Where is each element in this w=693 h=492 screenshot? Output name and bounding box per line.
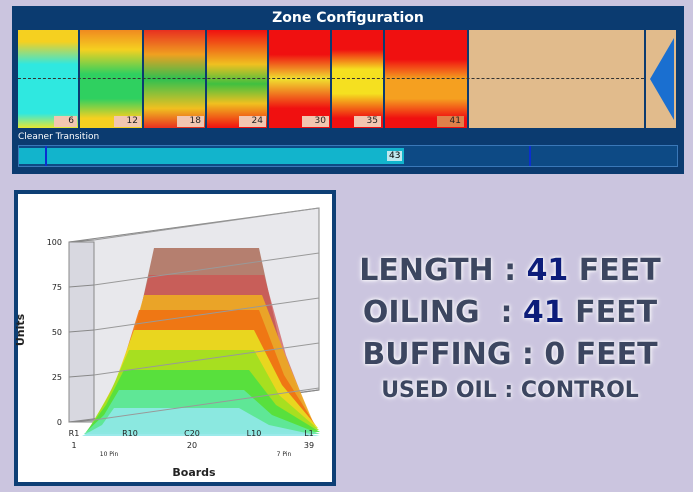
chart: Units R1 R10 C20 L10 L1 1 20 39 10 Pin 7… (14, 194, 332, 482)
zone-label: 30 (302, 116, 329, 127)
x-tick-label: L1 (304, 429, 314, 438)
zone[interactable] (385, 30, 469, 128)
stat-label: BUFFING : (362, 337, 534, 372)
stat-unit: FEET (578, 253, 661, 288)
y-tick-label: 25 (52, 373, 62, 382)
grid-line (93, 207, 320, 241)
stat-unit: FEET (575, 295, 658, 330)
zone[interactable] (269, 30, 332, 128)
zone[interactable] (80, 30, 144, 128)
center-line (18, 78, 644, 79)
cleaner-fill (19, 148, 404, 164)
y-tick-label: 100 (47, 238, 62, 247)
y-tick-label: 75 (52, 283, 62, 292)
marker (45, 146, 47, 166)
stat-value: 0 (544, 337, 566, 372)
x-number: 1 (71, 441, 76, 450)
zone-label: 24 (239, 116, 266, 127)
zone[interactable] (207, 30, 269, 128)
grid-line (68, 329, 95, 333)
cleaner-label: Cleaner Transition (18, 132, 100, 142)
grid-line (68, 284, 95, 288)
stat-row: OILING : 41 FEET (350, 292, 670, 334)
cleaner-bar[interactable]: 43 (18, 145, 678, 167)
stat-value: 41 (522, 295, 565, 330)
grid-line (93, 252, 320, 286)
stat-label: LENGTH : (359, 253, 517, 288)
marker (529, 146, 531, 166)
zone-label: 12 (114, 116, 141, 127)
panel-title: Zone Configuration (272, 10, 424, 26)
layer (82, 408, 320, 436)
y-axis-label: Units (14, 313, 27, 346)
cleaner-value: 43 (387, 151, 403, 161)
zone-panel: Zone Configuration 6 12 18 24 30 35 41 C… (12, 6, 684, 174)
grid-line (93, 342, 320, 376)
pin-label: 7 Pin (277, 451, 292, 458)
x-tick-label: C20 (184, 429, 200, 438)
x-tick-label: R10 (122, 429, 138, 438)
stats: LENGTH : 41 FEET OILING : 41 FEET BUFFIN… (350, 250, 670, 406)
x-tick-label: L10 (247, 429, 262, 438)
zone-label: 41 (437, 116, 464, 127)
zone[interactable] (144, 30, 207, 128)
stat-row: USED OIL : CONTROL (350, 376, 670, 406)
zone-label: 6 (54, 116, 77, 127)
grid-line (68, 419, 95, 423)
zone-label: 35 (354, 116, 381, 127)
dry-zone (469, 30, 646, 128)
grid-line (93, 387, 320, 421)
grid-line (68, 239, 95, 243)
x-tick-label: R1 (69, 429, 80, 438)
stat-value: 41 (526, 253, 569, 288)
chart-panel: Units R1 R10 C20 L10 L1 1 20 39 10 Pin 7… (14, 190, 336, 486)
stat-label: OILING : (362, 295, 513, 330)
y-tick-label: 50 (52, 328, 62, 337)
pin-label: 10 Pin (100, 451, 119, 458)
x-axis-label: Boards (172, 466, 216, 479)
stat-row: BUFFING : 0 FEET (350, 334, 670, 376)
y-tick-label: 0 (57, 418, 62, 427)
grid-line (68, 374, 95, 378)
stat-label: USED OIL : CONTROL (381, 378, 639, 403)
arrow (650, 38, 674, 120)
x-number: 39 (304, 441, 314, 450)
x-number: 20 (187, 441, 197, 450)
grid-line (93, 297, 320, 331)
zone[interactable] (18, 30, 80, 128)
zone-label: 18 (177, 116, 204, 127)
stat-row: LENGTH : 41 FEET (350, 250, 670, 292)
stat-unit: FEET (575, 337, 658, 372)
zone[interactable] (332, 30, 385, 128)
pin-deck (646, 30, 676, 128)
